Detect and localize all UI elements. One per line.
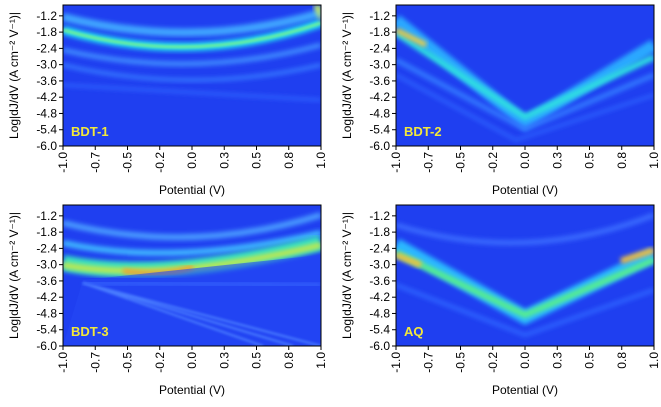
x-axis-label: Potential (V) [492,183,558,197]
x-tick-label: 0.0 [185,152,199,169]
y-tick-label: -1.2 [369,9,390,23]
x-tick-label: 1.0 [314,352,328,369]
y-tick-label: -4.8 [369,306,390,320]
y-tick-label: -6.0 [369,339,390,353]
y-tick-label: -5.4 [369,323,390,337]
y-tick-label: -1.8 [36,25,57,39]
panel: BDT-2 -1.2 -1.8 -2.4 -3.0 -3.6 -4.2 -4.8 -5.4 -6.… [340,4,661,197]
panel: BDT-1 -1.2 -1.8 -2.4 -3.0 -3.6 -4.2 -4.8 -5.4 -6.… [7,4,328,197]
x-tick-label: 0.8 [282,152,296,169]
y-axis-label: Log|dJ/dV (A cm⁻² V⁻¹)| [340,12,354,139]
panel-label: BDT-1 [71,124,109,139]
x-tick-label: 0.5 [250,352,264,369]
x-tick-label: -0.7 [88,352,102,373]
x-tick-label: 0.3 [550,152,564,169]
panel: AQ -1.2 -1.8 -2.4 -3.0 -3.6 -4.2 -4.8 -5.4 -6.0-1… [340,204,661,397]
x-tick-label: 1.0 [314,152,328,169]
x-tick-label: -0.7 [88,152,102,173]
y-axis-label: Log|dJ/dV (A cm⁻² V⁻¹)| [7,12,21,139]
x-tick-label: -1.0 [389,152,403,173]
heatmap [63,205,321,346]
y-tick-label: -3.6 [36,74,57,88]
y-tick-label: -3.0 [36,58,57,72]
x-tick-label: -0.7 [421,352,435,373]
y-tick-label: -4.2 [369,290,390,304]
y-tick-label: -5.4 [36,323,57,337]
x-tick-label: 0.8 [282,352,296,369]
y-tick-label: -2.4 [369,41,390,55]
y-tick-label: -5.4 [369,123,390,137]
x-tick-label: 1.0 [647,352,661,369]
y-tick-label: -1.8 [36,225,57,239]
y-tick-label: -1.2 [36,9,57,23]
y-tick-label: -4.2 [36,90,57,104]
x-tick-label: 0.5 [583,352,597,369]
y-tick-label: -1.8 [369,225,390,239]
x-tick-label: -0.2 [486,152,500,173]
x-tick-label: -0.5 [454,152,468,173]
y-tick-label: -5.4 [36,123,57,137]
x-tick-label: -1.0 [56,152,70,173]
x-tick-label: -0.5 [121,152,135,173]
y-tick-label: -1.2 [369,209,390,223]
x-tick-label: 0.3 [217,352,231,369]
x-tick-label: -0.2 [486,352,500,373]
y-tick-label: -2.4 [36,41,57,55]
x-tick-label: 0.8 [615,352,629,369]
y-tick-label: -4.8 [36,106,57,120]
x-tick-label: -0.5 [121,352,135,373]
x-tick-label: 1.0 [647,152,661,169]
x-axis-label: Potential (V) [159,383,225,397]
x-tick-label: 0.5 [250,152,264,169]
y-tick-label: -6.0 [36,139,57,153]
x-tick-label: 0.0 [518,352,532,369]
x-tick-label: -1.0 [389,352,403,373]
x-axis-label: Potential (V) [159,183,225,197]
y-tick-label: -2.4 [36,241,57,255]
y-tick-label: -3.0 [36,258,57,272]
panel-label: AQ [404,324,424,339]
x-tick-label: 0.0 [185,352,199,369]
y-tick-label: -4.2 [369,90,390,104]
y-tick-label: -4.2 [36,290,57,304]
y-tick-label: -3.6 [369,274,390,288]
y-tick-label: -3.0 [369,58,390,72]
y-axis-label: Log|dJ/dV (A cm⁻² V⁻¹)| [7,212,21,339]
heatmap [63,5,321,146]
y-tick-label: -3.0 [369,258,390,272]
y-tick-label: -1.2 [36,209,57,223]
y-tick-label: -3.6 [36,274,57,288]
x-tick-label: -0.2 [153,352,167,373]
panel: BDT-3 -1.2 -1.8 -2.4 -3.0 -3.6 -4.2 -4.8 -5.4 -6.… [7,204,328,397]
heatmap [396,205,654,346]
x-tick-label: 0.3 [550,352,564,369]
x-tick-label: -0.5 [454,352,468,373]
panel-label: BDT-2 [404,124,442,139]
x-tick-label: 0.3 [217,152,231,169]
y-tick-label: -4.8 [369,106,390,120]
heatmap [396,5,654,146]
y-tick-label: -6.0 [36,339,57,353]
x-axis-label: Potential (V) [492,383,558,397]
y-tick-label: -4.8 [36,306,57,320]
x-tick-label: -0.7 [421,152,435,173]
x-tick-label: 0.0 [518,152,532,169]
y-tick-label: -1.8 [369,25,390,39]
x-tick-label: -0.2 [153,152,167,173]
x-tick-label: -1.0 [56,352,70,373]
y-tick-label: -3.6 [369,74,390,88]
y-axis-label: Log|dJ/dV (A cm⁻² V⁻¹)| [340,212,354,339]
y-tick-label: -2.4 [369,241,390,255]
y-tick-label: -6.0 [369,139,390,153]
x-tick-label: 0.8 [615,152,629,169]
panel-label: BDT-3 [71,324,109,339]
x-tick-label: 0.5 [583,152,597,169]
